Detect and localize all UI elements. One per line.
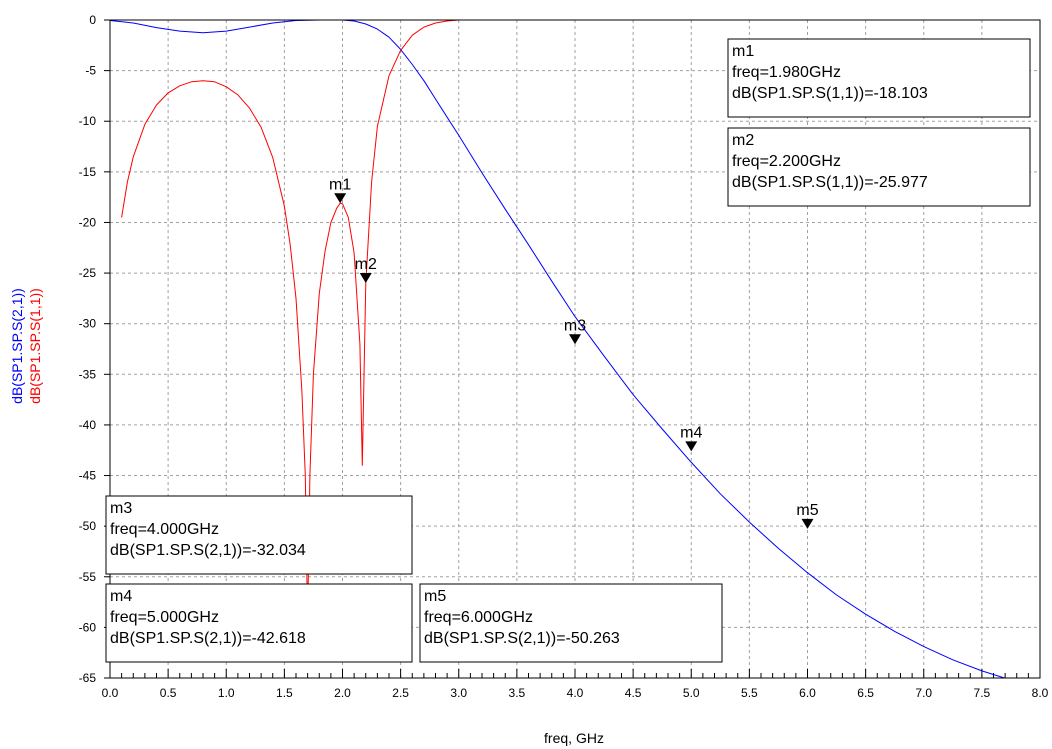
readout-freq: freq=5.000GHz — [110, 609, 219, 626]
readout-value: dB(SP1.SP.S(2,1))=-32.034 — [110, 542, 306, 559]
marker-readout-4: m4 freq=5.000GHz dB(SP1.SP.S(2,1))=-42.618 — [105, 583, 413, 663]
y-tick-label: -50 — [79, 519, 97, 533]
marker-triangle-m1[interactable] — [334, 193, 347, 204]
y-tick-label: -45 — [79, 469, 97, 483]
marker-label-m1: m1 — [329, 176, 351, 193]
x-tick-label: 1.5 — [276, 686, 293, 700]
marker-triangle-m5[interactable] — [801, 518, 814, 529]
x-axis-label: freq, GHz — [544, 730, 604, 746]
y-axis-label-s21: dB(SP1.SP.S(2,1)) — [9, 288, 25, 404]
readout-box — [727, 127, 1031, 207]
y-tick-label: -15 — [79, 165, 97, 179]
readout-freq: freq=4.000GHz — [110, 521, 219, 538]
x-tick-label: 5.5 — [741, 686, 758, 700]
marker-triangle-m3[interactable] — [569, 334, 581, 345]
readout-box — [105, 495, 413, 575]
x-tick-label: 2.0 — [334, 686, 351, 700]
x-tick-label: 7.0 — [915, 686, 932, 700]
y-axis-label-s11: dB(SP1.SP.S(1,1)) — [27, 288, 43, 404]
x-tick-label: 3.0 — [450, 686, 467, 700]
y-tick-label: 0 — [89, 13, 96, 27]
y-tick-label: -30 — [79, 317, 97, 331]
marker-readout-2: m2 freq=2.200GHz dB(SP1.SP.S(1,1))=-25.977 — [727, 127, 1031, 207]
y-tick-label: -55 — [79, 570, 97, 584]
y-tick-label: -20 — [79, 215, 97, 229]
readout-box — [419, 583, 723, 663]
y-tick-label: -5 — [85, 64, 96, 78]
y-tick-label: -35 — [79, 367, 97, 381]
x-tick-label: 7.5 — [974, 686, 991, 700]
x-tick-label: 4.5 — [625, 686, 642, 700]
readout-box — [105, 583, 413, 663]
x-tick-label: 8.0 — [1032, 686, 1049, 700]
readout-freq: freq=1.980GHz — [732, 64, 841, 81]
y-tick-label: -40 — [79, 418, 97, 432]
y-tick-label: -60 — [79, 620, 97, 634]
readout-value: dB(SP1.SP.S(2,1))=-42.618 — [110, 630, 306, 647]
x-tick-label: 0.5 — [160, 686, 177, 700]
readout-name: m4 — [110, 588, 132, 605]
marker-readout-3: m3 freq=4.000GHz dB(SP1.SP.S(2,1))=-32.034 — [105, 495, 413, 575]
readout-freq: freq=2.200GHz — [732, 153, 841, 170]
x-tick-label: 0.0 — [102, 686, 119, 700]
markers: m1 m2 m3 m4 m5 — [329, 176, 819, 529]
x-tick-label: 4.0 — [567, 686, 584, 700]
readout-freq: freq=6.000GHz — [424, 609, 533, 626]
marker-triangle-m2[interactable] — [359, 272, 372, 283]
x-tick-label: 3.5 — [509, 686, 526, 700]
marker-readout-5: m5 freq=6.000GHz dB(SP1.SP.S(2,1))=-50.263 — [419, 583, 723, 663]
readout-name: m5 — [424, 588, 446, 605]
series-line-s11 — [121, 20, 1040, 623]
y-tick-label: -10 — [79, 114, 97, 128]
marker-triangle-m4[interactable] — [685, 441, 698, 452]
marker-readout-1: m1 freq=1.980GHz dB(SP1.SP.S(1,1))=-18.103 — [727, 38, 1031, 118]
x-tick-label: 2.5 — [392, 686, 409, 700]
readout-value: dB(SP1.SP.S(1,1))=-25.977 — [732, 174, 928, 191]
series-lines — [110, 20, 1040, 678]
readout-value: dB(SP1.SP.S(2,1))=-50.263 — [424, 630, 620, 647]
marker-label-m5: m5 — [796, 502, 818, 519]
readout-name: m1 — [732, 43, 754, 60]
marker-label-m2: m2 — [355, 256, 377, 273]
marker-readouts: m1 freq=1.980GHz dB(SP1.SP.S(1,1))=-18.103… — [105, 38, 1031, 663]
axis-ticks: 0.0 0.5 1.0 1.5 2.0 2.5 3.0 3.5 4.0 4.5 5.0 5.5 6.0 6… — [79, 13, 1049, 700]
series-line-s21 — [110, 20, 1007, 678]
y-tick-label: -25 — [79, 266, 97, 280]
y-tick-label: -65 — [79, 671, 97, 685]
x-tick-label: 1.0 — [218, 686, 235, 700]
grid — [110, 20, 1040, 678]
readout-box — [727, 38, 1031, 118]
x-tick-label: 6.0 — [799, 686, 816, 700]
marker-label-m4: m4 — [680, 424, 702, 441]
plot-frame — [109, 19, 1041, 679]
marker-label-m3: m3 — [564, 317, 586, 334]
readout-name: m2 — [732, 132, 754, 149]
readout-value: dB(SP1.SP.S(1,1))=-18.103 — [732, 85, 928, 102]
x-tick-label: 5.0 — [683, 686, 700, 700]
readout-name: m3 — [110, 500, 132, 517]
x-tick-label: 6.5 — [857, 686, 874, 700]
